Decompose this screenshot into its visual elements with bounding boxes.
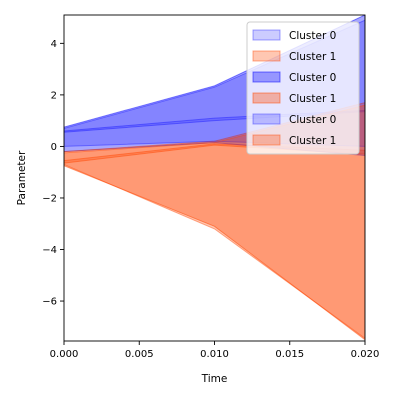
x-tick-label: 0.020 xyxy=(351,349,380,360)
legend-label: Cluster 1 xyxy=(289,51,336,63)
legend-label: Cluster 1 xyxy=(289,135,336,147)
legend-box xyxy=(246,21,360,155)
legend-label: Cluster 1 xyxy=(289,93,336,105)
x-tick-label: 0.015 xyxy=(275,349,304,360)
x-tick-label: 0.010 xyxy=(200,349,229,360)
y-tick-label: −4 xyxy=(42,245,57,256)
legend-swatch xyxy=(252,50,281,62)
area-series-5 xyxy=(64,104,365,340)
x-tick-label: 0.005 xyxy=(125,349,154,360)
y-tick-label: −6 xyxy=(42,297,57,308)
y-tick-label: 2 xyxy=(51,90,57,101)
y-tick-label: 0 xyxy=(51,142,57,153)
y-tick-label: 4 xyxy=(51,39,57,50)
axes: 0.000 0.005 0.010 0.015 0.020 −6 −4 −2 0 2 4 xyxy=(42,14,380,360)
legend-swatch xyxy=(252,71,281,83)
area-series-3 xyxy=(64,102,365,341)
legend-swatch xyxy=(252,29,281,41)
x-axis-label: Time xyxy=(201,373,228,385)
legend-swatch xyxy=(252,134,281,146)
y-axis-label: Parameter xyxy=(16,150,28,205)
legend-swatch xyxy=(252,92,281,104)
legend: Cluster 0 Cluster 1 Cluster 0 Cluster 1 Clus… xyxy=(246,21,360,155)
legend-swatch xyxy=(252,113,281,125)
legend-label: Cluster 0 xyxy=(289,30,336,42)
y-tick-label: −2 xyxy=(42,193,57,204)
legend-label: Cluster 0 xyxy=(289,72,336,84)
series-areas xyxy=(64,15,365,341)
x-tick-label: 0.000 xyxy=(50,349,79,360)
legend-label: Cluster 0 xyxy=(289,114,336,126)
